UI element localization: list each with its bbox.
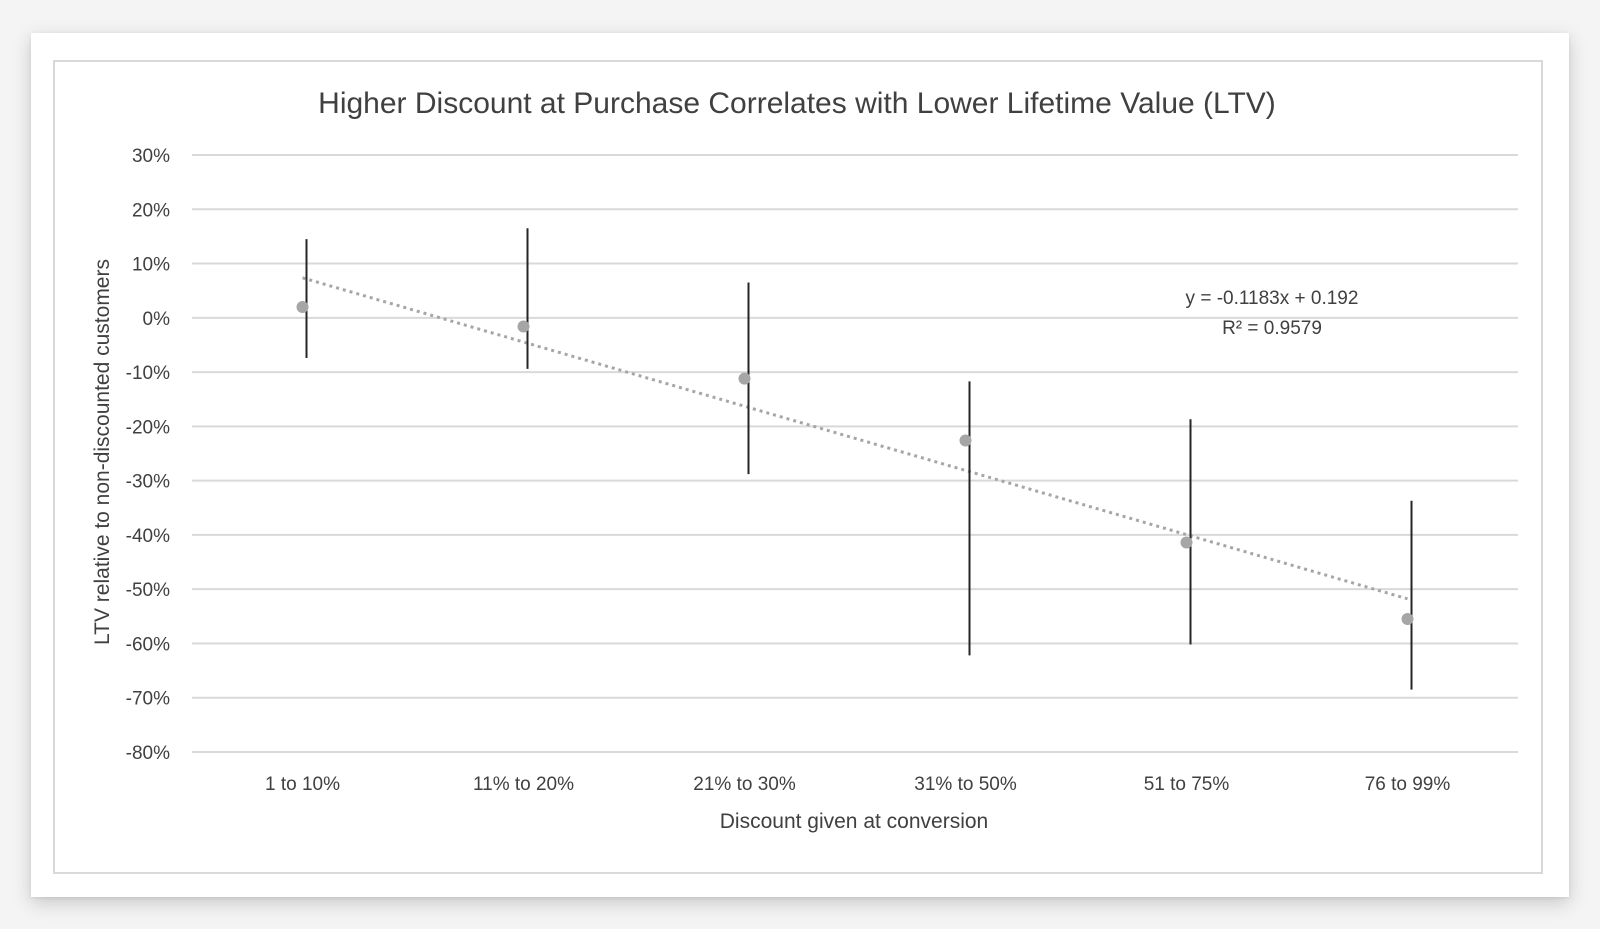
y-tick-label: -40% [126,526,170,547]
x-axis-label: Discount given at conversion [720,810,988,833]
y-tick-label: 30% [132,146,170,167]
y-tick-label: -30% [126,472,170,493]
x-tick-label: 1 to 10% [265,774,340,795]
y-tick-label: -50% [126,580,170,601]
data-point [738,372,751,385]
x-tick-label: 11% to 20% [473,774,574,795]
x-tick-label: 76 to 99% [1365,774,1451,795]
y-tick-label: 0% [143,309,171,330]
x-tick-label: 51 to 75% [1144,774,1230,795]
y-tick-label: 10% [132,255,170,276]
chart-title: Higher Discount at Purchase Correlates w… [318,87,1276,120]
trendline-layer [302,276,1408,601]
trendline-equation: y = -0.1183x + 0.192 [1186,288,1359,309]
data-point [1401,613,1414,626]
x-tick-label: 31% to 50% [914,774,1017,795]
x-tick-label: 21% to 30% [693,774,796,795]
y-tick-label: -60% [126,634,170,655]
chart-area [53,60,1543,874]
data-point [296,300,309,313]
gridlines [192,154,1518,753]
y-tick-label: -70% [126,689,170,710]
y-tick-label: 20% [132,200,170,221]
x-tick-labels: 1 to 10% 11% to 20% 21% to 30% 31% to 50% 51… [265,774,1450,795]
trendline-r-squared: R² = 0.9579 [1222,318,1322,339]
y-tick-labels: 30% 20% 10% 0% -10% -20% -30% -40% -50% -60% -70% -… [126,146,170,764]
data-point [1180,536,1193,549]
y-tick-label: -10% [126,363,170,384]
y-tick-label: -20% [126,417,170,438]
y-tick-label: -80% [126,743,170,764]
trendline [302,276,1408,601]
data-points [296,300,1414,626]
data-point [959,434,972,447]
y-axis-label: LTV relative to non-discounted customers [91,259,114,645]
data-point [517,320,530,333]
